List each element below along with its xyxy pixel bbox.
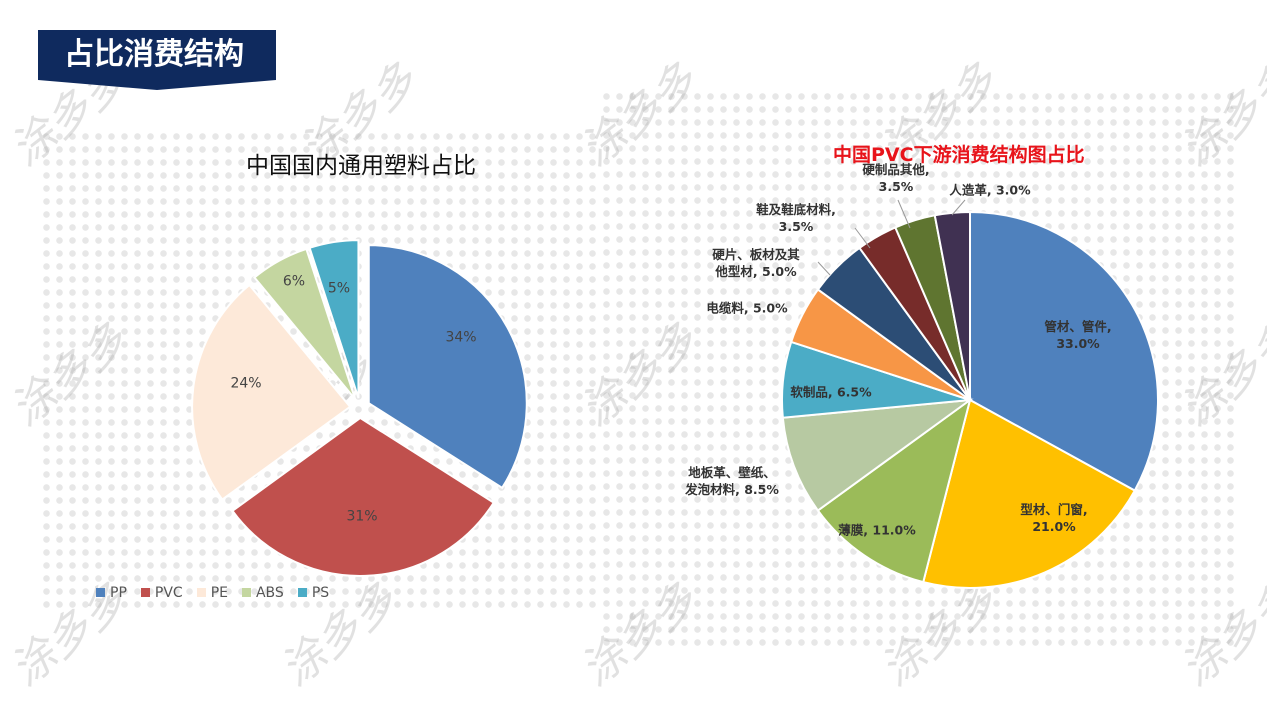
legend-label: PP [110, 585, 127, 601]
right-chart-title: 中国PVC下游消费结构图占比 [833, 144, 1085, 166]
legend-item: PVC [140, 585, 183, 601]
data-label: 6% [282, 273, 306, 290]
pie-slice-1-3 [781, 398, 974, 512]
legend-swatch [96, 588, 105, 597]
data-label: 管材、管件, 33.0% [1044, 319, 1112, 351]
left-chart-legend: PP PVC PE ABS PS [96, 585, 329, 601]
data-label: 型材、门窗, 21.0% [1020, 502, 1088, 534]
pie-slice-0-3 [253, 247, 357, 400]
data-label: 电缆料, 5.0% [706, 300, 788, 316]
leader-line [817, 261, 831, 276]
data-label: 硬制品其他, 3.5% [862, 162, 930, 194]
pie-slice-0-0 [367, 244, 528, 490]
legend-swatch [241, 588, 251, 597]
legend-swatch [140, 588, 150, 597]
pie-slice-0-1 [231, 416, 496, 577]
left-chart-title: 中国国内通用塑料占比 [246, 153, 476, 179]
data-label: 24% [230, 375, 262, 392]
data-label: 薄膜, 11.0% [838, 522, 916, 538]
leader-line [854, 227, 871, 249]
pie-slice-1-1 [922, 398, 1137, 589]
data-label: 鞋及鞋底材料, 3.5% [756, 202, 836, 234]
legend-swatch [196, 588, 206, 597]
leader-line [951, 199, 966, 216]
legend-label: PVC [154, 585, 183, 601]
pie-slice-1-2 [816, 397, 972, 584]
legend-label: ABS [255, 585, 284, 601]
data-label: 5% [327, 280, 351, 297]
pie-slice-0-4 [308, 239, 360, 399]
data-label: 软制品, 6.5% [790, 384, 872, 400]
data-label: 人造革, 3.0% [949, 182, 1031, 198]
pie-slice-1-9 [933, 210, 971, 401]
legend-item: PS [297, 585, 330, 601]
legend-swatch [297, 588, 307, 597]
legend-item: ABS [241, 585, 284, 601]
legend-item: PE [196, 585, 228, 601]
section-title-banner: 占比消费结构 [38, 30, 276, 80]
legend-label: PS [311, 585, 330, 601]
legend-item: PP [96, 585, 127, 601]
data-label: 31% [346, 508, 378, 525]
data-label: 硬片、板材及其 他型材, 5.0% [712, 247, 800, 279]
leader-line [897, 199, 911, 229]
legend-label: PE [210, 585, 228, 601]
pie-slice-1-0 [969, 210, 1159, 492]
data-label: 34% [445, 329, 477, 346]
data-label: 地板革、壁纸、 发泡材料, 8.5% [685, 465, 779, 497]
pie-slice-0-2 [191, 283, 352, 502]
